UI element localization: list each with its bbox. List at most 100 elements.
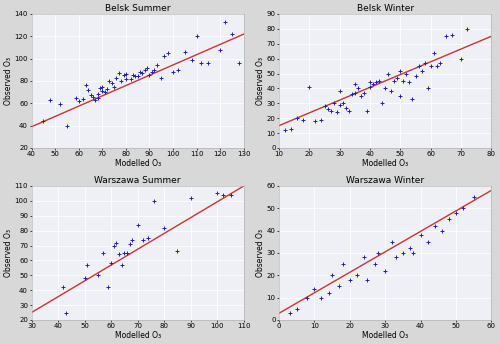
Point — [129, 73, 137, 78]
Point — [214, 191, 222, 196]
Point — [416, 232, 424, 238]
Point — [107, 261, 115, 266]
Point — [74, 98, 82, 104]
Point — [394, 75, 402, 81]
Point — [470, 194, 478, 200]
Point — [346, 277, 354, 282]
Point — [139, 237, 147, 242]
Point — [188, 57, 196, 63]
Point — [160, 54, 168, 59]
Y-axis label: Observed O₃: Observed O₃ — [4, 229, 13, 277]
Point — [351, 81, 359, 87]
Point — [408, 96, 416, 101]
Point — [63, 123, 71, 128]
Point — [328, 272, 336, 278]
Point — [304, 295, 312, 300]
Point — [424, 239, 432, 245]
Point — [348, 92, 356, 97]
Y-axis label: Observed O₃: Observed O₃ — [256, 229, 265, 277]
Point — [144, 235, 152, 241]
Point — [112, 75, 120, 80]
Point — [402, 71, 410, 76]
Point — [94, 272, 102, 278]
Point — [128, 237, 136, 242]
Point — [318, 117, 326, 122]
Point — [134, 74, 141, 79]
Point — [72, 95, 80, 100]
Point — [103, 86, 111, 92]
Point — [459, 205, 467, 211]
Point — [91, 97, 99, 103]
Point — [430, 50, 438, 55]
Point — [62, 310, 70, 315]
Point — [187, 195, 195, 201]
Point — [399, 250, 407, 256]
Point — [332, 109, 340, 115]
Title: Warszawa Summer: Warszawa Summer — [94, 176, 181, 185]
Point — [169, 69, 177, 75]
Point — [174, 249, 182, 254]
Point — [342, 105, 349, 110]
Point — [99, 250, 107, 256]
Point — [363, 108, 371, 114]
Point — [287, 126, 295, 131]
Point — [158, 75, 166, 80]
Point — [388, 239, 396, 245]
Point — [122, 76, 130, 82]
Point — [366, 80, 374, 85]
Point — [132, 74, 140, 79]
Point — [463, 26, 471, 32]
Point — [410, 250, 418, 256]
Point — [138, 71, 146, 76]
Point — [336, 102, 344, 108]
Point — [366, 84, 374, 90]
Point — [84, 87, 92, 93]
Point — [235, 60, 243, 66]
Y-axis label: Observed O₃: Observed O₃ — [4, 57, 13, 105]
Point — [181, 49, 189, 55]
Point — [143, 65, 151, 70]
Point — [293, 116, 301, 121]
Point — [86, 93, 94, 98]
Point — [364, 277, 372, 282]
Point — [126, 241, 134, 247]
Point — [150, 198, 158, 204]
Point — [324, 290, 332, 296]
Point — [414, 63, 422, 69]
Point — [369, 81, 377, 87]
Point — [82, 83, 90, 88]
Point — [381, 86, 389, 91]
Point — [100, 89, 108, 95]
Point — [115, 252, 123, 257]
Point — [336, 89, 344, 94]
Point — [338, 100, 346, 106]
Point — [457, 56, 465, 61]
Point — [354, 86, 362, 91]
Point — [430, 223, 438, 229]
Title: Belsk Winter: Belsk Winter — [356, 4, 414, 13]
Point — [160, 225, 168, 230]
X-axis label: Modelled O₃: Modelled O₃ — [114, 331, 161, 340]
Point — [378, 100, 386, 106]
Point — [98, 88, 106, 94]
Point — [141, 67, 149, 73]
Point — [286, 311, 294, 316]
X-axis label: Modelled O₃: Modelled O₃ — [114, 159, 161, 168]
Point — [406, 246, 414, 251]
Point — [392, 255, 400, 260]
Point — [226, 192, 234, 198]
Point — [353, 272, 361, 278]
Point — [106, 78, 114, 84]
Point — [375, 78, 383, 84]
Point — [94, 95, 102, 100]
Point — [110, 84, 118, 89]
Point — [312, 118, 320, 124]
X-axis label: Modelled O₃: Modelled O₃ — [362, 159, 408, 168]
Point — [436, 60, 444, 66]
Point — [396, 68, 404, 73]
Title: Warszawa Winter: Warszawa Winter — [346, 176, 424, 185]
Point — [420, 60, 428, 66]
Point — [46, 97, 54, 103]
Point — [330, 100, 338, 106]
Point — [110, 243, 118, 248]
